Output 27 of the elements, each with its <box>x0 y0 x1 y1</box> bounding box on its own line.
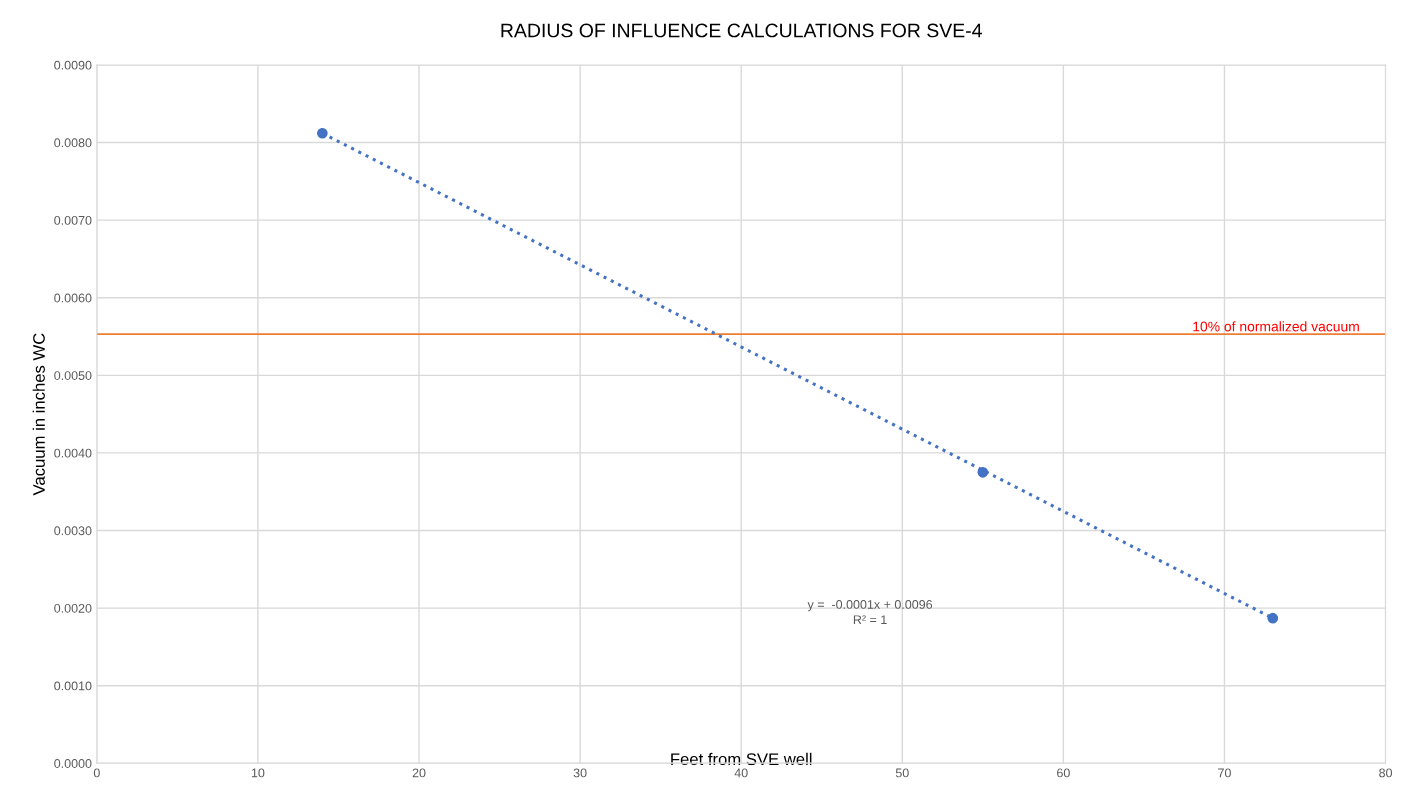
x-tick-label: 20 <box>412 768 426 778</box>
y-axis-title: Vacuum in inches WC <box>32 333 45 496</box>
x-tick-label: 60 <box>1057 768 1070 778</box>
x-tick-label: 30 <box>573 768 587 778</box>
x-tick-label: 70 <box>1218 768 1231 778</box>
chart-title: RADIUS OF INFLUENCE CALCULATIONS FOR SVE-4 <box>501 23 982 38</box>
y-tick-label: 0.0080 <box>54 138 92 148</box>
y-tick-label: 0.0060 <box>54 293 92 303</box>
point <box>977 466 989 478</box>
y-tick-label: 0.0000 <box>54 759 92 768</box>
y-tick-label: 0.0030 <box>54 526 92 536</box>
y-tick-label: 0.0020 <box>54 603 92 613</box>
point <box>1267 612 1279 624</box>
x-tick-label: 80 <box>1379 768 1393 778</box>
x-tick-label: 10 <box>251 768 265 778</box>
y-tick-label: 0.0070 <box>54 215 92 225</box>
x-axis-title: Feet from SVE well <box>671 752 812 766</box>
ref-line-label: 10% of normalized vacuum <box>1193 321 1359 332</box>
y-tick-label: 0.0050 <box>54 371 92 380</box>
y-tick-label: 0.0090 <box>54 60 92 70</box>
point <box>317 127 328 139</box>
x-tick-label: 40 <box>734 768 748 778</box>
x-tick-label: 50 <box>895 768 909 778</box>
annotation: y = -0.0001x + 0.0096 R² = 1 <box>807 600 933 625</box>
y-tick-label: 0.0010 <box>54 681 92 691</box>
y-tick-label: 0.0040 <box>54 448 92 458</box>
x-tick-label: 0 <box>93 768 100 778</box>
